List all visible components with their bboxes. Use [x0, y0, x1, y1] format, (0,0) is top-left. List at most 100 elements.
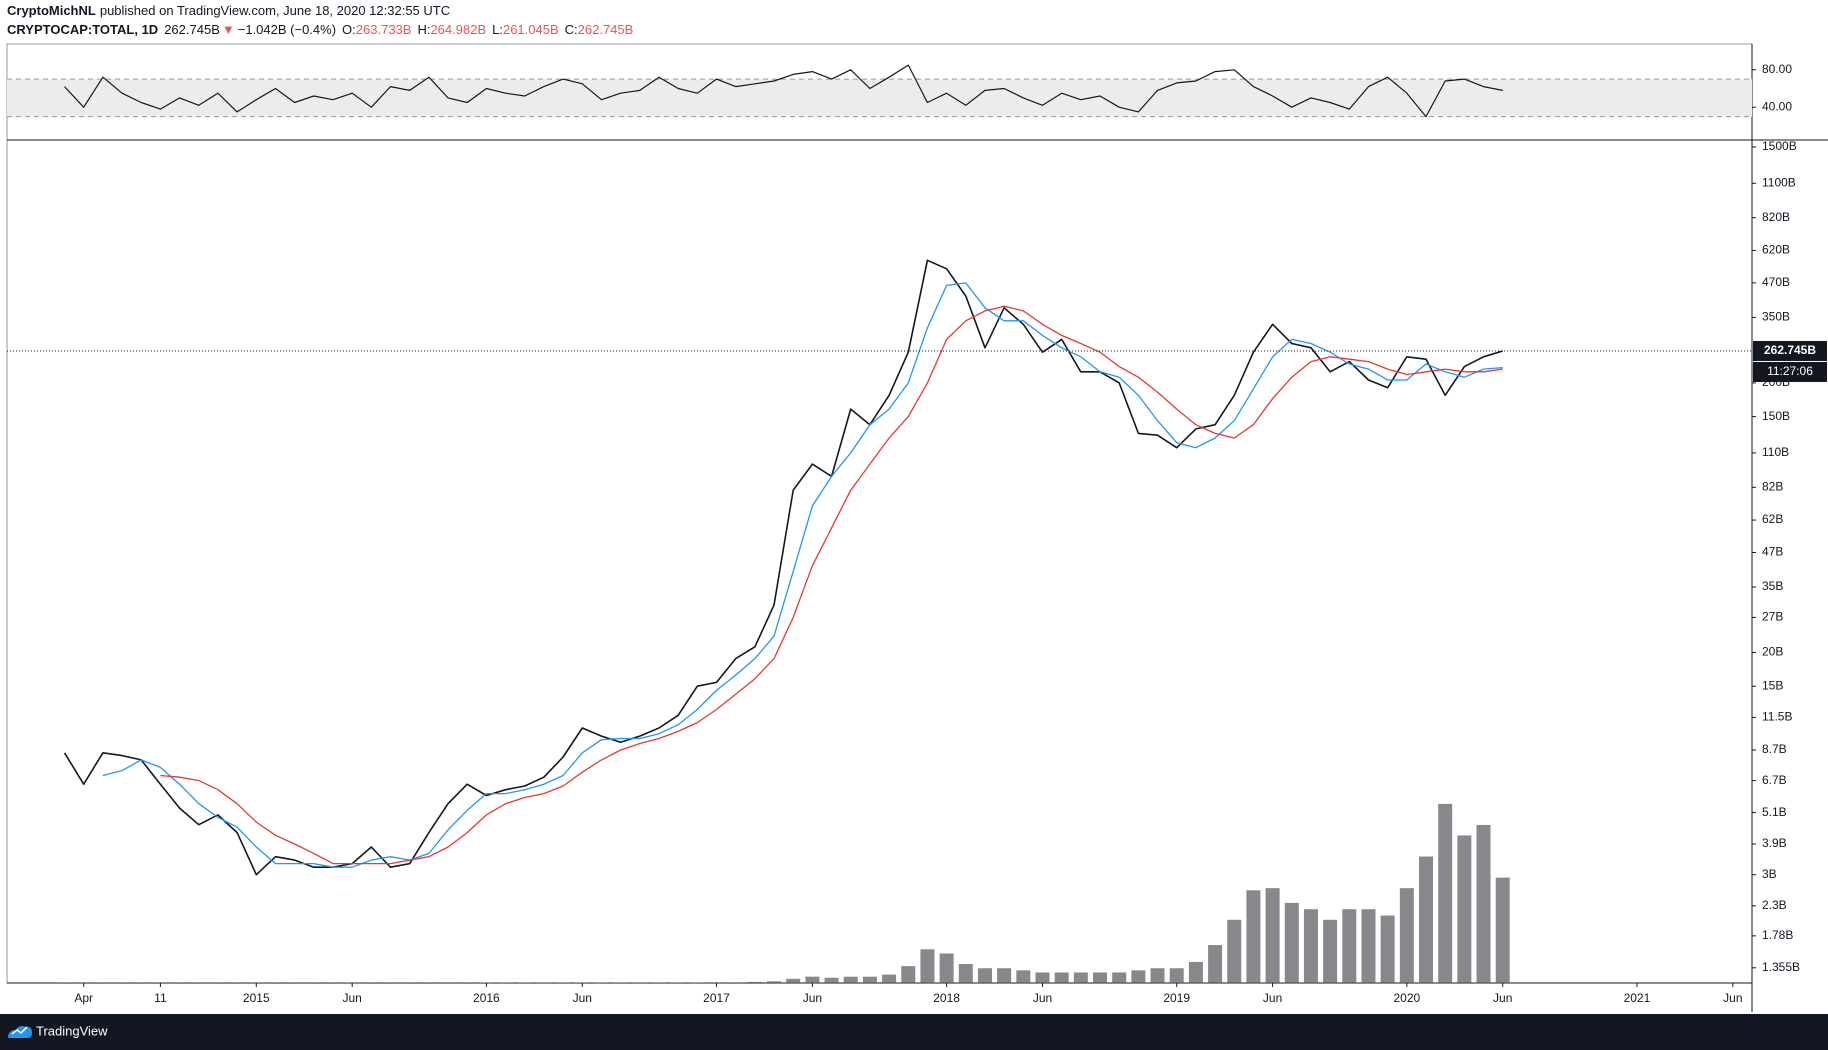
ohlc-value: 264.982B [430, 22, 486, 37]
volume-bar [1246, 890, 1261, 983]
rsi-tick-label: 80.00 [1762, 62, 1792, 76]
y-tick-label: 27B [1762, 610, 1783, 624]
x-tick-label: Jun [803, 991, 822, 1005]
y-tick-label: 820B [1762, 210, 1790, 224]
volume-bar [1419, 856, 1434, 983]
volume-bar [1112, 972, 1127, 983]
footer-brand: TradingView [36, 1023, 108, 1038]
volume-bar [1457, 835, 1472, 983]
countdown-box [1753, 361, 1827, 382]
volume-bar [997, 968, 1012, 983]
x-tick-label: 11 [154, 991, 167, 1005]
last-price-label: 262.745B [1764, 343, 1816, 357]
volume-bar [1227, 919, 1242, 983]
volume-bar [786, 978, 801, 983]
footer-logo: TradingView [8, 1023, 108, 1038]
symbol: CRYPTOCAP:TOTAL, 1D [7, 22, 158, 37]
ohlc-value: 262.745B [578, 22, 634, 37]
y-tick-label: 110B [1762, 445, 1789, 459]
volume-bar [1035, 972, 1050, 983]
ohlc-label: C: [565, 22, 578, 37]
volume-bar [1131, 970, 1146, 983]
volume-bar [1438, 803, 1453, 983]
volume-bar [728, 982, 743, 983]
volume-bar [1208, 945, 1223, 983]
ohlc-label: O: [342, 22, 356, 37]
x-tick-label: Jun [573, 991, 592, 1005]
y-tick-label: 15B [1762, 678, 1783, 692]
y-tick-label: 620B [1762, 243, 1790, 257]
ohlc-label: L: [492, 22, 503, 37]
volume-bar [1093, 972, 1108, 983]
publisher: CryptoMichNL [7, 3, 96, 18]
volume-bar [862, 976, 877, 983]
volume-bar [1188, 961, 1203, 983]
volume-bar [767, 981, 782, 983]
volume-bar [1361, 909, 1376, 983]
publish-line: CryptoMichNL published on TradingView.com… [7, 3, 450, 18]
volume-bar [1150, 968, 1165, 983]
volume-bar [958, 964, 973, 983]
volume-bar [1054, 972, 1069, 983]
y-tick-label: 150B [1762, 409, 1790, 423]
y-tick-label: 20B [1762, 645, 1783, 659]
moving-average [160, 305, 1503, 865]
x-tick-label: 2017 [703, 991, 730, 1005]
volume-bar [805, 976, 820, 983]
volume-bar [1495, 877, 1510, 983]
last-price-box [1753, 340, 1827, 361]
volume-bar [1380, 915, 1395, 983]
volume-bar [1323, 919, 1338, 983]
y-tick-label: 62B [1762, 512, 1783, 526]
y-tick-label: 47B [1762, 545, 1783, 559]
x-tick-label: Jun [1263, 991, 1282, 1005]
volume-bar [920, 949, 935, 983]
y-tick-label: 1100B [1762, 175, 1796, 189]
volume-bar [901, 966, 916, 983]
ohlc-label: H: [417, 22, 430, 37]
y-tick-label: 11.5B [1762, 710, 1792, 724]
volume-bar [1303, 909, 1318, 983]
volume-bar [882, 974, 897, 983]
volume-bar [1284, 902, 1299, 983]
y-tick-label: 5.1B [1762, 805, 1787, 819]
volume-bar [1073, 972, 1088, 983]
price: 262.745B [164, 22, 220, 37]
y-tick-label: 350B [1762, 310, 1790, 324]
footer-bar [0, 1014, 1828, 1050]
moving-average [102, 282, 1503, 868]
y-tick-label: 1.78B [1762, 928, 1793, 942]
x-tick-label: 2016 [473, 991, 500, 1005]
countdown: 11:27:06 [1767, 364, 1813, 378]
y-tick-label: 1.355B [1762, 960, 1800, 974]
x-tick-label: Jun [1723, 991, 1742, 1005]
legend-line: CRYPTOCAP:TOTAL, 1D 262.745B ▼ −1.042B (−0.… [7, 22, 633, 37]
volume-bar [709, 982, 724, 983]
volume-bar [824, 977, 839, 983]
x-tick-label: 2018 [933, 991, 960, 1005]
change-arrow: ▼ [222, 22, 235, 37]
y-tick-label: 3B [1762, 867, 1777, 881]
y-tick-label: 8.7B [1762, 742, 1787, 756]
y-tick-label: 6.7B [1762, 773, 1787, 787]
rsi-band [7, 79, 1752, 117]
volume-bar [1342, 909, 1357, 983]
volume-bar [1399, 888, 1414, 983]
published: published on TradingView.com, June 18, 2… [100, 3, 450, 18]
volume-bar [977, 968, 992, 983]
y-tick-label: 470B [1762, 275, 1790, 289]
x-tick-label: 2020 [1393, 991, 1420, 1005]
rsi-line [64, 64, 1503, 118]
x-tick-label: Apr [74, 991, 93, 1005]
y-tick-label: 2.3B [1762, 898, 1787, 912]
volume-bar [747, 981, 762, 983]
x-tick-label: Jun [342, 991, 361, 1005]
x-tick-label: 2015 [243, 991, 270, 1005]
x-tick-label: 2021 [1624, 991, 1651, 1005]
change: −1.042B (−0.4%) [238, 22, 336, 37]
header: CryptoMichNL published on TradingView.com… [7, 3, 633, 37]
y-tick-label: 1500B [1762, 139, 1797, 153]
volume-bar [939, 953, 954, 983]
